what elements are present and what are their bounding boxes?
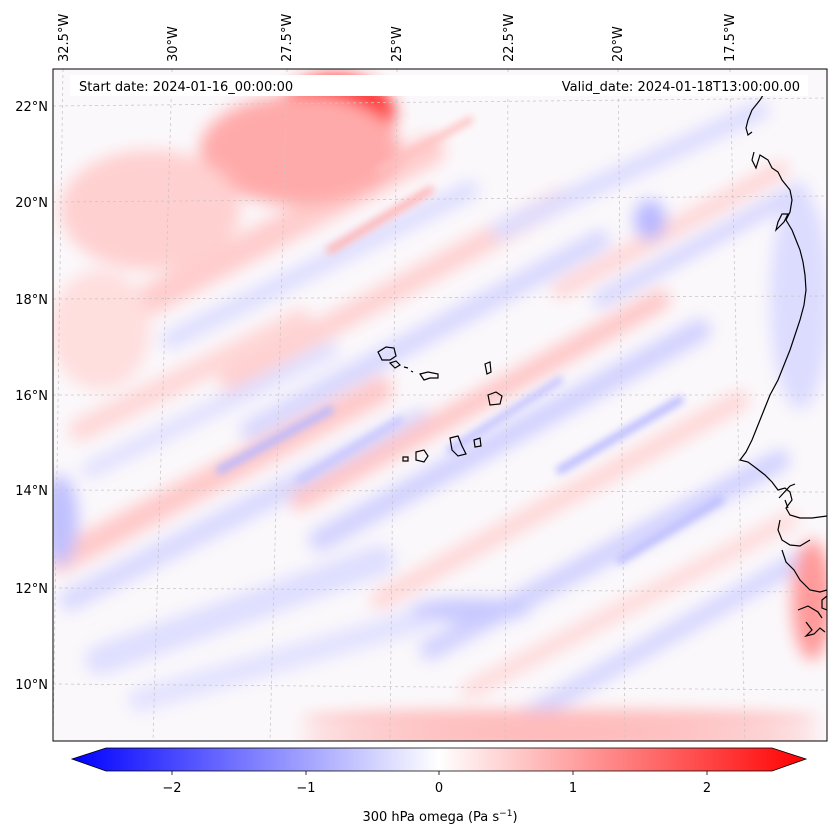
start-date-label: Start date: 2024-01-16_00:00:00: [79, 80, 293, 95]
colorbar-label: 300 hPa omega (Pa s−1): [362, 809, 517, 825]
colorbar-ticks: [171, 771, 708, 775]
coastlines: [377, 84, 827, 638]
island-santiago: [449, 435, 467, 457]
island-sao-nicolau: [419, 371, 439, 381]
lon-label-30w: 30°W: [166, 26, 181, 62]
latitude-labels: 22°N 20°N 18°N 16°N 14°N 12°N 10°N: [15, 100, 48, 693]
lat-label-12n: 12°N: [15, 582, 48, 597]
cb-tick-1: 1: [569, 781, 577, 796]
field-fine-detail: [216, 116, 724, 564]
date-label-box: [70, 75, 808, 96]
island-sal: [484, 361, 492, 375]
lon-label-27-5w: 27.5°W: [280, 14, 295, 62]
lon-label-22-5w: 22.5°W: [502, 14, 517, 62]
lon-label-32-5w: 32.5°W: [57, 14, 72, 62]
lon-label-20w: 20°W: [611, 26, 626, 62]
lat-label-14n: 14°N: [15, 484, 48, 499]
island-fogo: [415, 449, 429, 463]
island-brava: [402, 456, 409, 462]
longitude-labels: 32.5°W 30°W 27.5°W 25°W 22.5°W 20°W 17.5…: [57, 14, 738, 62]
colorbar: −2 −1 0 1 2 300 hPa omega (Pa s−1): [70, 747, 808, 825]
africa-coastline: [738, 84, 827, 638]
island-maio: [473, 437, 482, 448]
lon-label-17-5w: 17.5°W: [723, 14, 738, 62]
cb-tick-neg1: −1: [296, 781, 315, 796]
map-area: [53, 69, 827, 741]
valid-date-label: Valid_date: 2024-01-18T13:00:00.00: [562, 80, 800, 95]
lat-label-16n: 16°N: [15, 389, 48, 404]
lat-label-20n: 20°N: [15, 196, 48, 211]
lat-label-22n: 22°N: [15, 100, 48, 115]
colorbar-tick-labels: −2 −1 0 1 2: [162, 781, 711, 796]
island-sao-vicente: [388, 360, 401, 369]
lon-label-25w: 25°W: [390, 26, 405, 62]
colorbar-gradient: [70, 747, 808, 772]
field-bands: [53, 101, 809, 729]
island-santo-antao: [377, 346, 397, 361]
gridlines: [53, 69, 827, 741]
cb-tick-neg2: −2: [162, 781, 181, 796]
cb-tick-2: 2: [703, 781, 711, 796]
map-frame: [52, 68, 828, 742]
lat-label-18n: 18°N: [15, 293, 48, 308]
island-santa-luzia: [403, 366, 414, 373]
island-boa-vista: [487, 391, 503, 406]
cb-tick-0: 0: [435, 781, 443, 796]
lat-label-10n: 10°N: [15, 678, 48, 693]
